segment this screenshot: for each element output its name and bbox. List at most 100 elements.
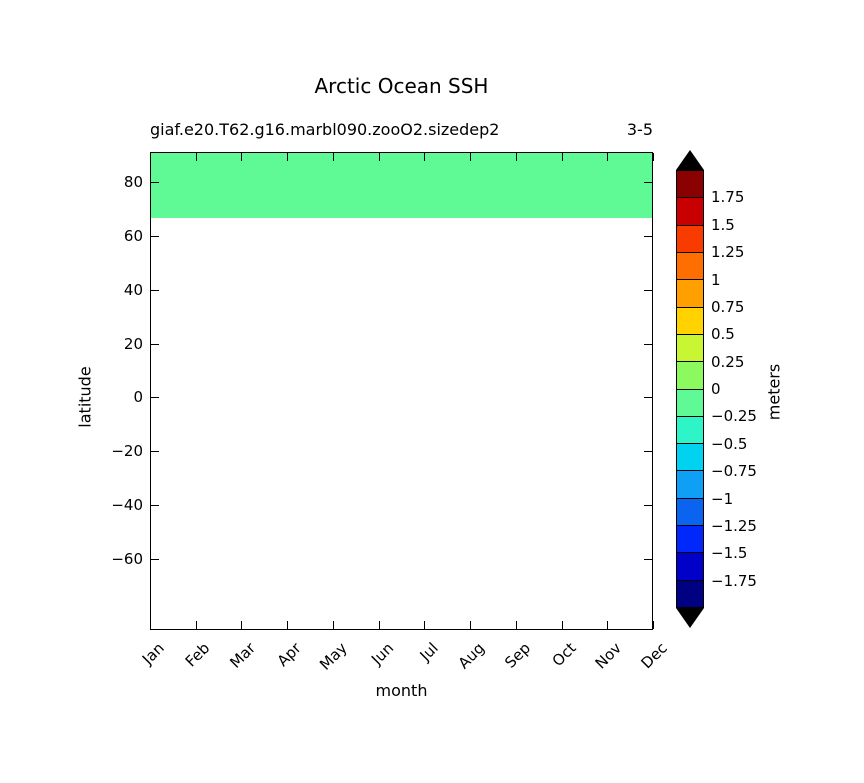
x-tick-mark-bottom bbox=[379, 621, 380, 629]
colorbar-tick-label: 1.5 bbox=[711, 215, 735, 234]
y-tick-mark-right bbox=[644, 182, 652, 183]
y-tick-mark-left bbox=[151, 451, 159, 452]
y-tick-mark-left bbox=[151, 236, 159, 237]
colorbar-cell bbox=[677, 471, 703, 499]
x-tick-mark-top bbox=[516, 153, 517, 161]
colorbar-tick-label: −1.75 bbox=[711, 571, 757, 590]
x-tick-label: Sep bbox=[501, 639, 534, 672]
colorbar-cell bbox=[677, 526, 703, 554]
colorbar-tick-label: −1.5 bbox=[711, 544, 748, 563]
x-tick-label: Aug bbox=[454, 639, 488, 673]
colorbar-cell bbox=[677, 362, 703, 390]
colorbar-cell bbox=[677, 225, 703, 253]
x-tick-label: Jul bbox=[416, 639, 442, 665]
x-tick-label: Feb bbox=[182, 639, 214, 671]
x-tick-mark-bottom bbox=[150, 621, 151, 629]
colorbar-tick-label: 0.5 bbox=[711, 325, 735, 344]
colorbar-cell bbox=[677, 580, 703, 607]
x-tick-mark-top bbox=[424, 153, 425, 161]
y-tick-label: 80 bbox=[123, 173, 143, 191]
x-tick-mark-top bbox=[287, 153, 288, 161]
colorbar-cell bbox=[677, 553, 703, 581]
subtitle-row: giaf.e20.T62.g16.marbl090.zooO2.sizedep2… bbox=[150, 120, 653, 140]
x-tick-mark-bottom bbox=[607, 621, 608, 629]
colorbar-cell bbox=[677, 389, 703, 417]
x-tick-mark-top bbox=[607, 153, 608, 161]
y-tick-label: −60 bbox=[111, 550, 143, 568]
y-tick-mark-left bbox=[151, 505, 159, 506]
colorbar-tick-label: 1 bbox=[711, 270, 721, 289]
colorbar-arrow-up-icon bbox=[676, 150, 704, 170]
y-tick-mark-left bbox=[151, 182, 159, 183]
colorbar-tick-label: 0.25 bbox=[711, 352, 745, 371]
x-tick-mark-bottom bbox=[424, 621, 425, 629]
case-name: giaf.e20.T62.g16.marbl090.zooO2.sizedep2 bbox=[150, 120, 500, 139]
colorbar-tick-label: −1 bbox=[711, 489, 734, 508]
y-tick-mark-left bbox=[151, 290, 159, 291]
x-tick-label: Jan bbox=[138, 639, 168, 669]
x-tick-mark-top bbox=[653, 153, 654, 161]
y-tick-mark-right bbox=[644, 451, 652, 452]
x-tick-mark-bottom bbox=[333, 621, 334, 629]
colorbar-cell bbox=[677, 416, 703, 445]
colorbar-cell bbox=[677, 280, 703, 308]
colorbar-tick-label: −0.5 bbox=[711, 434, 748, 453]
x-tick-label: Oct bbox=[548, 639, 580, 671]
y-tick-label: 20 bbox=[123, 335, 143, 353]
colorbar-unit-label: meters bbox=[764, 363, 784, 421]
y-tick-mark-right bbox=[644, 505, 652, 506]
chart-title: Arctic Ocean SSH bbox=[314, 74, 489, 98]
colorbar-arrow-down-icon bbox=[676, 608, 704, 628]
x-tick-mark-bottom bbox=[287, 621, 288, 629]
y-tick-label: −20 bbox=[111, 442, 143, 460]
y-tick-mark-right bbox=[644, 344, 652, 345]
colorbar-tick-label: −1.25 bbox=[711, 516, 757, 535]
x-tick-label: May bbox=[316, 639, 351, 674]
y-tick-label: −40 bbox=[111, 496, 143, 514]
colorbar-tick-label: 0.75 bbox=[711, 297, 745, 316]
x-axis-label: month bbox=[375, 681, 428, 700]
x-tick-label: Nov bbox=[591, 639, 625, 673]
x-tick-mark-bottom bbox=[241, 621, 242, 629]
y-tick-mark-right bbox=[644, 397, 652, 398]
y-tick-mark-right bbox=[644, 559, 652, 560]
x-tick-label: Dec bbox=[637, 639, 671, 673]
x-tick-mark-top bbox=[241, 153, 242, 161]
x-tick-mark-top bbox=[196, 153, 197, 161]
y-tick-mark-right bbox=[644, 290, 652, 291]
colorbar-tick-label: 1.75 bbox=[711, 188, 745, 207]
colorbar-cell bbox=[677, 307, 703, 335]
colorbar-cell bbox=[677, 252, 703, 281]
plot-area bbox=[150, 152, 653, 630]
colorbar-cell bbox=[677, 171, 703, 199]
colorbar-tick-label: 0 bbox=[711, 380, 721, 398]
colorbar-cell bbox=[677, 498, 703, 527]
panel-id: 3-5 bbox=[626, 120, 653, 139]
x-tick-mark-top bbox=[470, 153, 471, 161]
arctic-ssh-data-band bbox=[151, 153, 652, 218]
x-tick-mark-bottom bbox=[562, 621, 563, 629]
y-tick-mark-left bbox=[151, 559, 159, 560]
x-tick-mark-bottom bbox=[196, 621, 197, 629]
x-tick-label: Jun bbox=[367, 639, 397, 669]
colorbar bbox=[676, 170, 704, 608]
x-tick-mark-bottom bbox=[516, 621, 517, 629]
colorbar-cell bbox=[677, 444, 703, 472]
x-tick-label: Apr bbox=[273, 639, 305, 671]
colorbar-cell bbox=[677, 198, 703, 226]
x-tick-mark-top bbox=[379, 153, 380, 161]
x-tick-label: Mar bbox=[225, 639, 259, 672]
y-tick-label: 0 bbox=[133, 388, 143, 406]
y-tick-mark-right bbox=[644, 236, 652, 237]
x-tick-mark-top bbox=[333, 153, 334, 161]
colorbar-tick-label: −0.25 bbox=[711, 407, 757, 426]
x-tick-mark-top bbox=[562, 153, 563, 161]
y-tick-label: 40 bbox=[123, 281, 143, 299]
x-tick-mark-bottom bbox=[653, 621, 654, 629]
y-tick-mark-left bbox=[151, 344, 159, 345]
y-tick-label: 60 bbox=[123, 227, 143, 245]
y-tick-mark-left bbox=[151, 397, 159, 398]
colorbar-tick-label: 1.25 bbox=[711, 243, 745, 262]
x-tick-mark-bottom bbox=[470, 621, 471, 629]
